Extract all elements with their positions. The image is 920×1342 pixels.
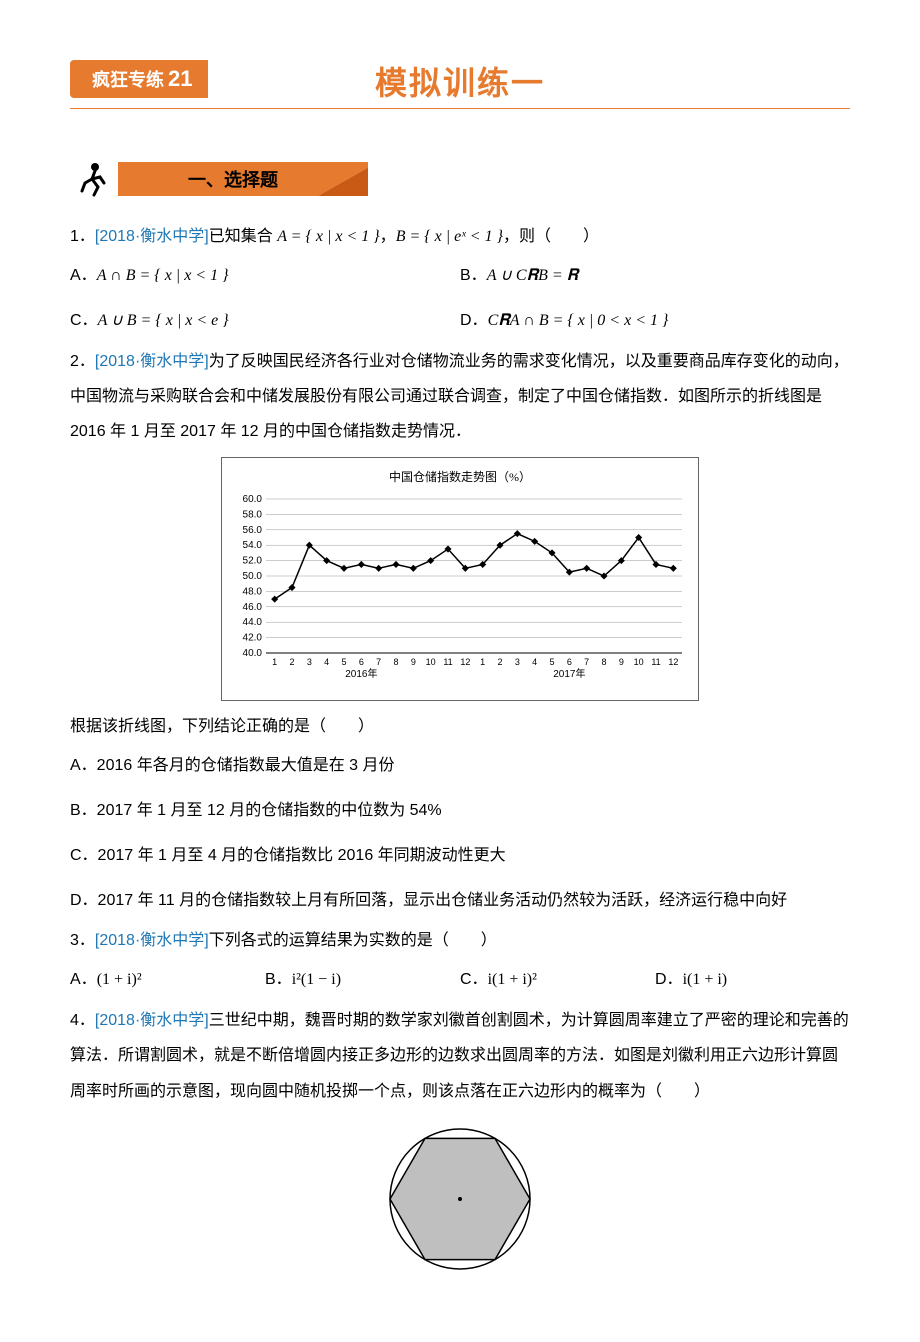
svg-text:2017年: 2017年 [553,667,585,680]
runner-icon [70,159,110,199]
q2-num: 2． [70,353,95,370]
question-3: 3．[2018·衡水中学]下列各式的运算结果为实数的是（ ） A．(1 + i)… [70,923,850,1003]
q4-source: [2018·衡水中学] [95,1012,209,1029]
q1-num: 1． [70,228,95,245]
section-bar: 一、选择题 [118,162,368,196]
q1-text-c: ，则（ ） [503,228,599,245]
q2-after: 根据该折线图，下列结论正确的是（ ） [70,709,850,744]
svg-text:2: 2 [289,657,294,667]
svg-text:2: 2 [497,657,502,667]
q2-options: A．2016 年各月的仓储指数最大值是在 3 月份 B．2017 年 1 月至 … [70,744,850,923]
question-4: 4．[2018·衡水中学]三世纪中期，魏晋时期的数学家刘徽首创割圆术，为计算圆周… [70,1003,850,1292]
svg-text:60.0: 60.0 [243,495,263,505]
section-title-text: 一、选择题 [188,166,278,192]
svg-text:7: 7 [376,657,381,667]
svg-text:10: 10 [634,657,644,667]
svg-text:6: 6 [567,657,572,667]
page-header: 疯狂专练21 模拟训练一 [70,60,850,109]
q2-optA: A．2016 年各月的仓储指数最大值是在 3 月份 [70,744,850,789]
svg-text:12: 12 [668,657,678,667]
svg-text:42.0: 42.0 [243,632,263,643]
header-underline [70,108,850,109]
svg-text:3: 3 [307,657,312,667]
q2-source: [2018·衡水中学] [95,353,209,370]
q1-math-b: B = { x | eˣ < 1 } [396,228,503,245]
q3-num: 3． [70,932,95,949]
svg-text:6: 6 [359,657,364,667]
svg-text:54.0: 54.0 [243,540,263,551]
svg-text:12: 12 [460,657,470,667]
svg-text:7: 7 [584,657,589,667]
q2-chart-box: 中国仓储指数走势图（%） 60.0 58.0 56.0 54.0 52.0 50.0 48.… [221,457,699,701]
q3-text: 下列各式的运算结果为实数的是（ ） [209,932,497,949]
svg-text:3: 3 [515,657,520,667]
svg-text:1: 1 [480,657,485,667]
q2-chart-title: 中国仓储指数走势图（%） [230,464,690,490]
q1-optC: C．A ∪ B = { x | x < e } [70,299,460,344]
svg-text:58.0: 58.0 [243,509,263,520]
q1-optB: B．A ∪ C𝐑B = 𝐑 [460,254,850,299]
question-2: 2．[2018·衡水中学]为了反映国民经济各行业对仓储物流业务的需求变化情况，以… [70,344,850,924]
q3-optA: A．(1 + i)² [70,958,265,1003]
svg-text:11: 11 [651,657,660,667]
svg-text:4: 4 [324,657,329,667]
svg-text:2016年: 2016年 [345,667,377,680]
svg-text:44.0: 44.0 [243,617,263,628]
page-title: 模拟训练一 [375,58,545,104]
q3-source: [2018·衡水中学] [95,932,209,949]
badge-label: 疯狂专练 [92,70,164,90]
q2-optD: D．2017 年 11 月的仓储指数较上月有所回落，显示出仓储业务活动仍然较为活… [70,879,850,924]
svg-text:1: 1 [272,657,277,667]
q3-options: A．(1 + i)² B．i²(1 − i) C．i(1 + i)² D．i(1… [70,958,850,1003]
badge: 疯狂专练21 [70,60,208,98]
q2-line-chart: 60.0 58.0 56.0 54.0 52.0 50.0 48.0 46.0 44.0 42.0… [230,495,690,685]
q2-optB: B．2017 年 1 月至 12 月的仓储指数的中位数为 54% [70,789,850,834]
svg-text:5: 5 [549,657,554,667]
q4-num: 4． [70,1012,95,1029]
q3-optC: C．i(1 + i)² [460,958,655,1003]
svg-text:9: 9 [411,657,416,667]
q1-options: A．A ∩ B = { x | x < 1 } B．A ∪ C𝐑B = 𝐑 C．… [70,254,850,344]
q1-source: [2018·衡水中学] [95,228,209,245]
svg-text:40.0: 40.0 [243,648,263,659]
question-1: 1．[2018·衡水中学]已知集合 A = { x | x < 1 }，B = … [70,219,850,344]
svg-text:52.0: 52.0 [243,555,263,566]
svg-text:5: 5 [341,657,346,667]
svg-text:8: 8 [601,657,606,667]
q1-text-b: ， [380,228,396,245]
svg-text:8: 8 [393,657,398,667]
svg-text:9: 9 [619,657,624,667]
q1-text-a: 已知集合 [209,228,277,245]
svg-text:4: 4 [532,657,537,667]
q1-optD: D．C𝐑A ∩ B = { x | 0 < x < 1 } [460,299,850,344]
section-header: 一、选择题 [70,159,850,199]
svg-text:11: 11 [443,657,452,667]
svg-text:48.0: 48.0 [243,586,263,597]
svg-text:46.0: 46.0 [243,602,263,613]
q3-optB: B．i²(1 − i) [265,958,460,1003]
q1-optA: A．A ∩ B = { x | x < 1 } [70,254,460,299]
q2-optC: C．2017 年 1 月至 4 月的仓储指数比 2016 年同期波动性更大 [70,834,850,879]
q4-hexagon-figure [370,1119,550,1292]
svg-text:50.0: 50.0 [243,571,263,582]
svg-text:10: 10 [426,657,436,667]
q1-math-a: A = { x | x < 1 } [277,228,379,245]
q3-optD: D．i(1 + i) [655,958,850,1003]
svg-text:56.0: 56.0 [243,525,263,536]
badge-num: 21 [168,66,192,91]
